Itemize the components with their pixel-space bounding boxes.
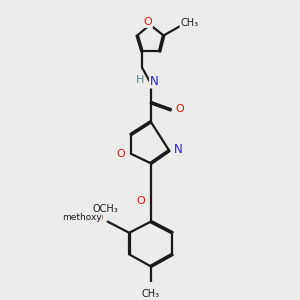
Text: N: N	[150, 75, 158, 88]
Text: O: O	[116, 149, 125, 159]
Text: O: O	[144, 17, 152, 27]
Text: CH₃: CH₃	[180, 18, 198, 28]
Text: O: O	[175, 104, 184, 114]
Text: OCH₃: OCH₃	[93, 204, 119, 214]
Text: N: N	[174, 143, 182, 156]
Text: O: O	[136, 196, 145, 206]
Text: O: O	[94, 213, 103, 223]
Text: CH₃: CH₃	[142, 289, 160, 299]
Text: methoxy: methoxy	[62, 213, 102, 222]
Text: H: H	[135, 75, 144, 85]
